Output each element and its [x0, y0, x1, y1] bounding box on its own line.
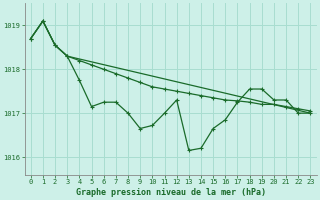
X-axis label: Graphe pression niveau de la mer (hPa): Graphe pression niveau de la mer (hPa)	[76, 188, 266, 197]
